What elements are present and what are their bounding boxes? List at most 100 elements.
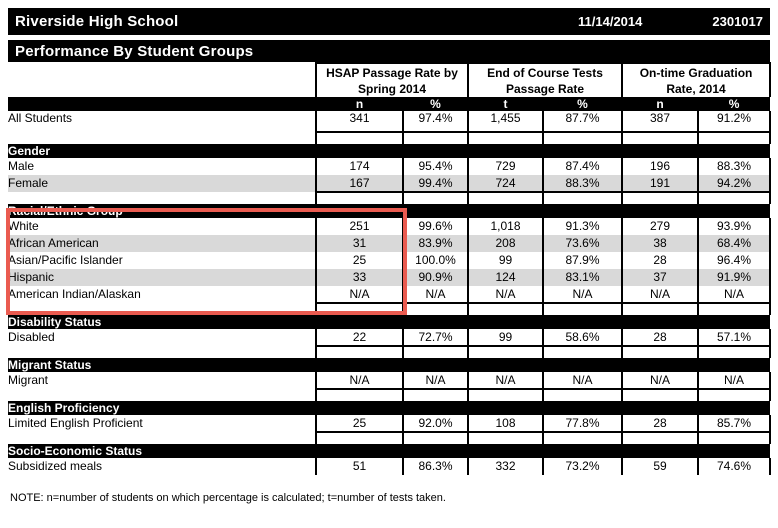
footnote: NOTE: n=number of students on which perc… <box>10 492 446 504</box>
school-name: Riverside High School <box>15 13 179 30</box>
column-group-header-row: HSAP Passage Rate by Spring 2014 End of … <box>8 62 772 97</box>
spacer-row <box>8 431 772 444</box>
subcolumn-header: n <box>622 97 699 111</box>
cell-value: 96.4% <box>697 252 772 269</box>
spacer-cell <box>8 132 316 144</box>
subcolumn-header: % <box>403 97 468 111</box>
spacer-cell <box>541 191 623 204</box>
cell-value: 100.0% <box>402 252 468 269</box>
cell-value: 58.6% <box>541 329 623 346</box>
spacer-cell <box>8 303 316 315</box>
spacer-cell <box>541 388 623 401</box>
section-title: Socio-Economic Status <box>8 444 771 458</box>
cell-value: N/A <box>402 372 468 389</box>
column-group-title: Spring 2014 <box>357 81 427 96</box>
spacer-cell <box>315 191 403 204</box>
spacer-row <box>8 131 772 144</box>
cell-value: 57.1% <box>697 329 772 346</box>
cell-value: N/A <box>467 372 543 389</box>
spacer-cell <box>467 345 543 358</box>
cell-value: 99 <box>467 252 543 269</box>
subcolumn-header: % <box>543 97 623 111</box>
spacer-cell <box>697 431 772 444</box>
spacer-cell <box>467 191 543 204</box>
cell-value: N/A <box>697 286 772 303</box>
section-title: English Proficiency <box>8 401 771 415</box>
row-label: Asian/Pacific Islander <box>8 253 123 267</box>
cell-value: 91.2% <box>697 111 772 132</box>
section-header-row: English Proficiency <box>8 401 771 415</box>
spacer-cell <box>8 432 316 444</box>
row-label: Migrant <box>8 373 49 387</box>
spacer-cell <box>697 131 772 144</box>
column-group-title: Rate, 2014 <box>666 81 726 96</box>
cell-value: 95.4% <box>402 158 468 175</box>
spacer-cell <box>402 431 468 444</box>
spacer-row <box>8 388 772 401</box>
cell-value: 332 <box>467 458 543 475</box>
cell-value: 59 <box>621 458 699 475</box>
cell-value: 729 <box>467 158 543 175</box>
spacer-row <box>8 345 772 358</box>
section-title: Disability Status <box>8 315 771 329</box>
cell-value: 28 <box>621 415 699 432</box>
cell-value: 208 <box>467 235 543 252</box>
cell-value: 1,018 <box>467 218 543 235</box>
cell-value: 51 <box>315 458 403 475</box>
cell-value: 99.4% <box>402 175 468 192</box>
column-group-title: HSAP Passage Rate by <box>326 65 458 80</box>
cell-value: 87.4% <box>541 158 623 175</box>
page-title: Performance By Student Groups <box>15 42 254 60</box>
spacer-cell <box>315 431 403 444</box>
table-row: White 251 99.6% 1,018 91.3% 279 93.9% <box>8 218 772 235</box>
cell-value: 724 <box>467 175 543 192</box>
spacer-cell <box>467 431 543 444</box>
report-date: 11/14/2014 <box>578 14 643 29</box>
page-title-bar: Performance By Student Groups <box>8 40 770 62</box>
cell-value: 73.6% <box>541 235 623 252</box>
cell-value: 91.3% <box>541 218 623 235</box>
column-group-title: End of Course Tests <box>487 65 603 80</box>
table-row: American Indian/Alaskan N/A N/A N/A N/A N/A N/… <box>8 286 772 303</box>
column-group-eoc: End of Course Tests Passage Rate <box>466 62 624 97</box>
spacer-cell <box>697 345 772 358</box>
spacer-cell <box>8 389 316 401</box>
table-row: Hispanic 33 90.9% 124 83.1% 37 91.9% <box>8 269 772 286</box>
section-title: Gender <box>8 144 771 158</box>
cell-value: 88.3% <box>697 158 772 175</box>
spacer-cell <box>8 346 316 358</box>
cell-value: 196 <box>621 158 699 175</box>
table-row: Asian/Pacific Islander 25 100.0% 99 87.9% 28 9… <box>8 252 772 269</box>
section-header-row: Socio-Economic Status <box>8 444 771 458</box>
cell-value: 85.7% <box>697 415 772 432</box>
section-title: Racial/Ethnic Group <box>8 204 771 218</box>
performance-table: HSAP Passage Rate by Spring 2014 End of … <box>8 62 772 475</box>
cell-value: 73.2% <box>541 458 623 475</box>
cell-value: N/A <box>621 372 699 389</box>
cell-value: 25 <box>315 252 403 269</box>
spacer-cell <box>697 302 772 315</box>
cell-value: 28 <box>621 252 699 269</box>
school-id: 2301017 <box>712 14 763 29</box>
cell-value: 279 <box>621 218 699 235</box>
cell-value: N/A <box>621 286 699 303</box>
subcolumn-header: % <box>698 97 771 111</box>
cell-value: N/A <box>315 286 403 303</box>
subcolumn-header: n <box>316 97 403 111</box>
cell-value: N/A <box>402 286 468 303</box>
cell-value: 87.9% <box>541 252 623 269</box>
cell-value: 25 <box>315 415 403 432</box>
spacer-cell <box>621 431 699 444</box>
cell-value: 87.7% <box>541 111 623 132</box>
cell-value: 191 <box>621 175 699 192</box>
spacer-cell <box>697 191 772 204</box>
cell-value: 28 <box>621 329 699 346</box>
row-label: All Students <box>8 111 73 125</box>
table-row: Limited English Proficient 25 92.0% 108 77.8… <box>8 415 772 432</box>
table-row: African American 31 83.9% 208 73.6% 38 68.4% <box>8 235 772 252</box>
cell-value: 88.3% <box>541 175 623 192</box>
row-label: African American <box>8 235 316 252</box>
cell-value: 74.6% <box>697 458 772 475</box>
spacer-cell <box>541 302 623 315</box>
section-header-row: Racial/Ethnic Group <box>8 204 771 218</box>
